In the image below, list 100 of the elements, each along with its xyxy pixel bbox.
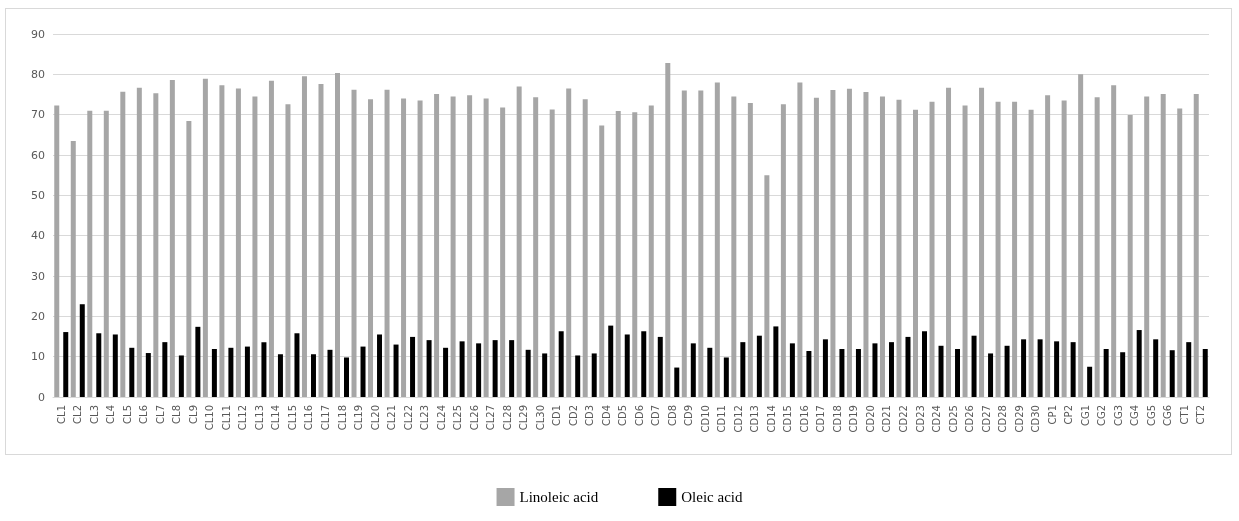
x-tick-label: CD10 [699,405,711,433]
x-tick-label: CD29 [1013,405,1025,433]
bar [615,111,621,397]
bar [591,353,597,397]
x-tick-label: CL7 [154,405,166,424]
bar [797,82,803,397]
bar [195,326,201,397]
x-tick-label: CD16 [798,405,810,433]
bar [129,347,135,397]
x-tick-label: CL17 [319,405,331,431]
bar [509,340,515,397]
bar [822,339,828,397]
bar [467,95,473,397]
x-tick-label: CD19 [848,405,860,433]
bar [731,96,737,397]
bar [979,87,985,397]
bar [723,357,729,397]
bar [368,99,374,397]
bar [648,105,654,397]
bar [863,92,869,397]
bar [1193,94,1199,397]
bar [261,342,267,397]
x-tick-label: CD28 [997,405,1009,433]
bar [806,351,812,397]
x-tick-label: CD18 [831,405,843,433]
bar [450,96,456,397]
bar [955,349,961,397]
bar [1127,115,1133,397]
x-tick-label: CD5 [617,405,629,427]
y-tick-label: 80 [31,67,45,81]
bar [888,342,894,397]
x-tick-label: CL11 [220,405,232,431]
bar [268,80,274,397]
bar [681,90,687,397]
x-tick-label: CD6 [633,405,645,427]
x-tick-label: CD27 [980,405,992,433]
x-tick-label: CL14 [270,405,282,431]
bar [922,331,927,397]
bar [879,96,885,397]
bar [434,94,440,397]
x-tick-label: CL19 [353,405,365,431]
x-tick-label: CD26 [964,405,976,433]
bar [277,354,283,397]
bar [905,336,911,397]
bar [608,325,614,397]
bar [1028,109,1034,397]
x-tick-label: CD13 [749,405,761,433]
bar [492,340,498,397]
bar [813,97,819,397]
bar [228,347,234,397]
bar [483,98,489,397]
bar [145,353,151,397]
x-tick-label: CD23 [914,405,926,433]
bar [500,107,506,397]
bar [946,87,952,397]
bar [235,88,241,397]
bar [624,334,630,397]
bar [459,341,465,397]
x-tick-label: CL13 [253,405,265,431]
bar [1021,339,1027,397]
bar [1186,342,1192,397]
x-tick-label: CG2 [1096,405,1108,427]
bar [690,343,696,397]
bar [1153,339,1159,397]
x-tick-label: CD22 [897,405,909,433]
bar [756,335,762,397]
bar [558,331,564,397]
bar [1054,341,1060,397]
bar [516,86,522,397]
bar [1078,74,1084,397]
x-tick-label: CL21 [386,405,398,431]
x-tick-label: CL26 [468,405,480,431]
x-tick-label: CD3 [584,405,596,427]
x-tick-label: CT2 [1195,405,1207,425]
bar [310,354,316,397]
x-tick-label: CD2 [567,405,579,427]
x-tick-label: CD8 [666,405,678,427]
bar [219,85,225,397]
x-tick-label: CD24 [931,405,943,433]
bar [79,304,85,397]
bar [896,99,902,397]
bar [351,89,357,397]
x-tick-label: CP2 [1063,405,1075,425]
bar [566,88,572,397]
bar [252,96,258,397]
bar [1202,349,1208,397]
bar [410,336,416,397]
bar [1070,342,1076,397]
x-tick-label: CT1 [1178,405,1190,425]
bar [96,333,102,397]
bar [698,90,704,397]
x-tick-label: CG5 [1145,405,1157,427]
bar [1120,352,1126,397]
x-tick-label: CD11 [716,405,728,433]
bar [533,97,539,397]
bar [301,76,307,397]
x-tick-label: CL1 [55,405,67,424]
bar [136,87,142,397]
x-tick-label: CG3 [1112,405,1124,427]
bar [1144,96,1150,397]
